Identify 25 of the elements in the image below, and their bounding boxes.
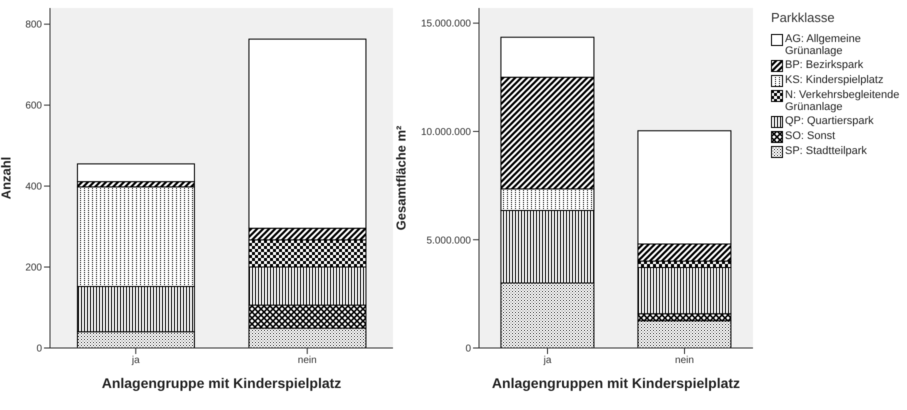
legend-label: SP: Stadtteilpark [785, 145, 867, 157]
y-tick-label: 0 [465, 344, 472, 355]
y-tick-label: 200 [25, 262, 42, 274]
x-tick-label: ja [542, 355, 552, 366]
y-tick-label: 0 [36, 344, 42, 355]
y-tick-label: 10.000.000 [420, 126, 472, 138]
legend-title: Parkklasse [771, 10, 836, 25]
legend-label: KS: Kinderspielplatz [785, 74, 884, 86]
y-tick-label: 600 [25, 100, 42, 112]
y-tick-label: 400 [25, 182, 42, 193]
y-tick-label: 800 [25, 20, 42, 31]
legend-label: QP: Quartierspark [785, 115, 874, 127]
x-tick-label: ja [130, 355, 140, 366]
y-tick-label: 15.000.000 [420, 18, 472, 30]
x-tick-label: nein [298, 355, 317, 366]
legend-label: AG: Allgemeine Grünanlage [785, 33, 862, 57]
x-axis-title: Anlagengruppe mit Kinderspielplatz [102, 375, 342, 391]
legend-label: N: Verkehrsbegleitende Grünanlage [785, 89, 900, 113]
y-tick-label: 5.000.000 [426, 235, 472, 246]
x-axis-title: Anlagengruppen mit Kinderspielplatz [492, 375, 740, 391]
y-axis-title: Anzahl [0, 156, 14, 200]
y-axis-title: Gesamtfläche m² [394, 124, 409, 230]
legend-label: SO: Sonst [785, 130, 836, 142]
x-tick-label: nein [675, 355, 694, 366]
legend-label: BP: Bezirkspark [785, 59, 864, 71]
